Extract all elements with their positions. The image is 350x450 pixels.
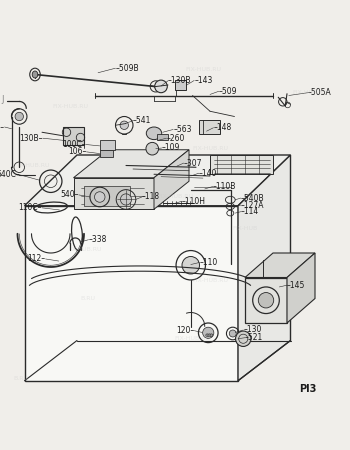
Bar bbox=[100, 140, 116, 150]
Text: FIX-HUB: FIX-HUB bbox=[232, 226, 258, 231]
Bar bbox=[84, 186, 130, 206]
Text: –509B: –509B bbox=[116, 64, 139, 73]
Text: 106–: 106– bbox=[68, 147, 86, 156]
Text: –541: –541 bbox=[133, 116, 151, 125]
Text: FIX-HUB.RU: FIX-HUB.RU bbox=[192, 279, 228, 284]
Text: FIX-HUB.R: FIX-HUB.R bbox=[292, 90, 324, 94]
Polygon shape bbox=[74, 150, 189, 178]
Text: PI3: PI3 bbox=[299, 384, 317, 394]
Text: 120–: 120– bbox=[176, 326, 194, 335]
Ellipse shape bbox=[206, 334, 209, 337]
Ellipse shape bbox=[15, 112, 23, 121]
Bar bbox=[74, 178, 154, 209]
Bar bbox=[63, 127, 84, 144]
Ellipse shape bbox=[208, 334, 211, 337]
Text: FIX-HUB.RU: FIX-HUB.RU bbox=[52, 104, 88, 108]
Text: –110: –110 bbox=[199, 258, 218, 267]
Ellipse shape bbox=[146, 142, 159, 155]
Ellipse shape bbox=[210, 334, 213, 337]
Ellipse shape bbox=[146, 127, 162, 140]
Ellipse shape bbox=[155, 80, 167, 93]
Bar bbox=[175, 81, 186, 90]
Text: –110B: –110B bbox=[213, 182, 236, 191]
Text: –145: –145 bbox=[287, 281, 305, 290]
Text: FIX-HUB.RU: FIX-HUB.RU bbox=[157, 194, 193, 199]
Text: X-HUB.RU: X-HUB.RU bbox=[20, 163, 50, 168]
Text: –260: –260 bbox=[167, 134, 185, 143]
Text: –114: –114 bbox=[241, 207, 259, 216]
Text: 112–: 112– bbox=[27, 254, 46, 263]
Polygon shape bbox=[154, 150, 189, 209]
Text: FIX-HUB.RU: FIX-HUB.RU bbox=[192, 145, 228, 150]
Ellipse shape bbox=[120, 194, 132, 205]
Bar bbox=[157, 134, 168, 140]
Text: –148: –148 bbox=[214, 123, 232, 132]
Polygon shape bbox=[287, 253, 315, 323]
Text: –130B: –130B bbox=[168, 76, 191, 86]
Text: FIX-HUB.RU: FIX-HUB.RU bbox=[185, 67, 221, 72]
Text: –109: –109 bbox=[162, 144, 180, 153]
Text: B.RU: B.RU bbox=[80, 296, 95, 301]
Text: 540C–: 540C– bbox=[0, 171, 20, 180]
Ellipse shape bbox=[182, 256, 199, 274]
Ellipse shape bbox=[236, 331, 251, 346]
Text: –130: –130 bbox=[243, 325, 262, 334]
Text: 110C–: 110C– bbox=[19, 203, 42, 212]
Text: –143: –143 bbox=[194, 76, 213, 85]
Ellipse shape bbox=[120, 121, 128, 130]
Text: J: J bbox=[2, 94, 4, 104]
Bar bbox=[210, 155, 273, 174]
Bar bbox=[245, 278, 287, 323]
Polygon shape bbox=[238, 155, 290, 381]
Text: –110H: –110H bbox=[182, 197, 206, 206]
Text: B.RU: B.RU bbox=[14, 377, 28, 382]
Text: 111–: 111– bbox=[0, 122, 5, 131]
Text: –509: –509 bbox=[219, 87, 237, 96]
Bar bbox=[100, 150, 113, 157]
Text: –521: –521 bbox=[245, 333, 263, 342]
Text: –118: –118 bbox=[142, 193, 160, 202]
Ellipse shape bbox=[229, 330, 236, 337]
Bar bbox=[199, 120, 220, 134]
Text: –563: –563 bbox=[173, 125, 192, 134]
Polygon shape bbox=[25, 206, 238, 381]
Text: –140: –140 bbox=[199, 169, 217, 178]
Text: 540–: 540– bbox=[60, 190, 79, 199]
Text: –505A: –505A bbox=[308, 88, 332, 97]
Text: –540B: –540B bbox=[241, 194, 264, 202]
Ellipse shape bbox=[203, 327, 214, 338]
Polygon shape bbox=[245, 253, 315, 278]
Text: –127A: –127A bbox=[241, 201, 264, 210]
Text: FIX-HUB.RU: FIX-HUB.RU bbox=[175, 336, 210, 341]
Text: –307: –307 bbox=[184, 158, 202, 167]
Ellipse shape bbox=[258, 292, 274, 308]
Ellipse shape bbox=[32, 71, 38, 78]
Text: 100C–: 100C– bbox=[62, 140, 86, 149]
Ellipse shape bbox=[94, 192, 105, 202]
Text: –338: –338 bbox=[89, 235, 107, 244]
Text: 130B–: 130B– bbox=[19, 134, 43, 143]
Text: X-HUB.RU: X-HUB.RU bbox=[72, 247, 103, 252]
Polygon shape bbox=[25, 155, 290, 206]
